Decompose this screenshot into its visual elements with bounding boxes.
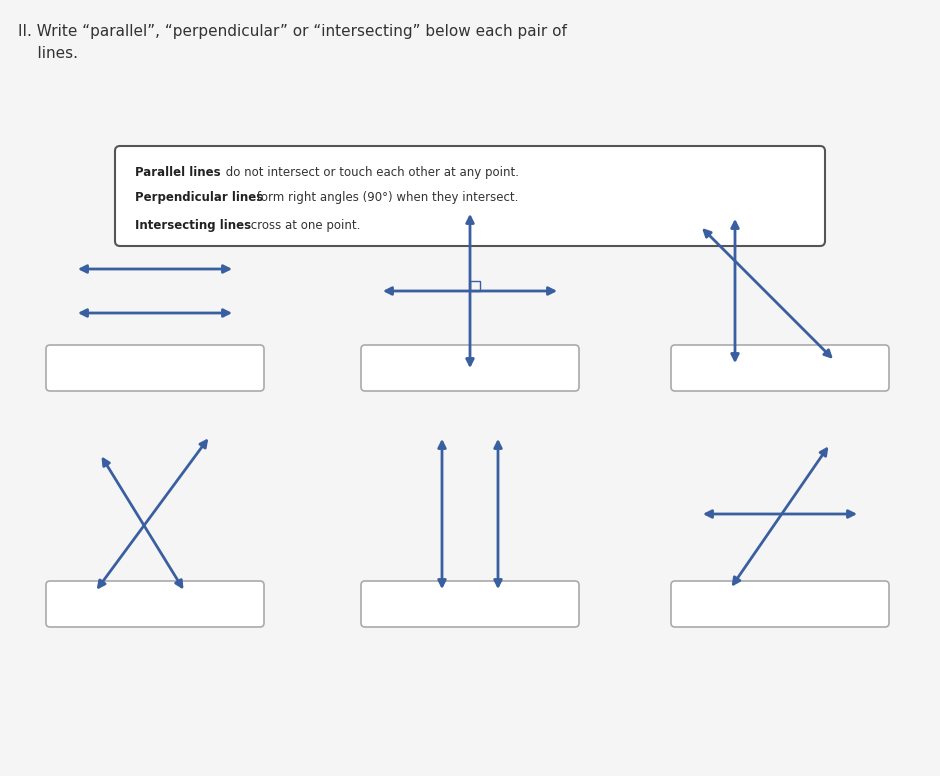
FancyBboxPatch shape [115, 146, 825, 246]
FancyBboxPatch shape [361, 345, 579, 391]
FancyBboxPatch shape [46, 345, 264, 391]
Text: do not intersect or touch each other at any point.: do not intersect or touch each other at … [222, 166, 519, 179]
FancyBboxPatch shape [46, 581, 264, 627]
Text: lines.: lines. [18, 46, 78, 61]
Text: cross at one point.: cross at one point. [246, 219, 360, 232]
Text: II. Write “parallel”, “perpendicular” or “intersecting” below each pair of: II. Write “parallel”, “perpendicular” or… [18, 24, 567, 39]
Text: Intersecting lines: Intersecting lines [135, 219, 251, 232]
Text: Perpendicular lines: Perpendicular lines [135, 191, 263, 204]
FancyBboxPatch shape [671, 581, 889, 627]
Text: form right angles (90°) when they intersect.: form right angles (90°) when they inters… [253, 191, 518, 204]
FancyBboxPatch shape [671, 345, 889, 391]
FancyBboxPatch shape [361, 581, 579, 627]
Bar [470, 281, 480, 291]
Text: Parallel lines: Parallel lines [135, 166, 221, 179]
